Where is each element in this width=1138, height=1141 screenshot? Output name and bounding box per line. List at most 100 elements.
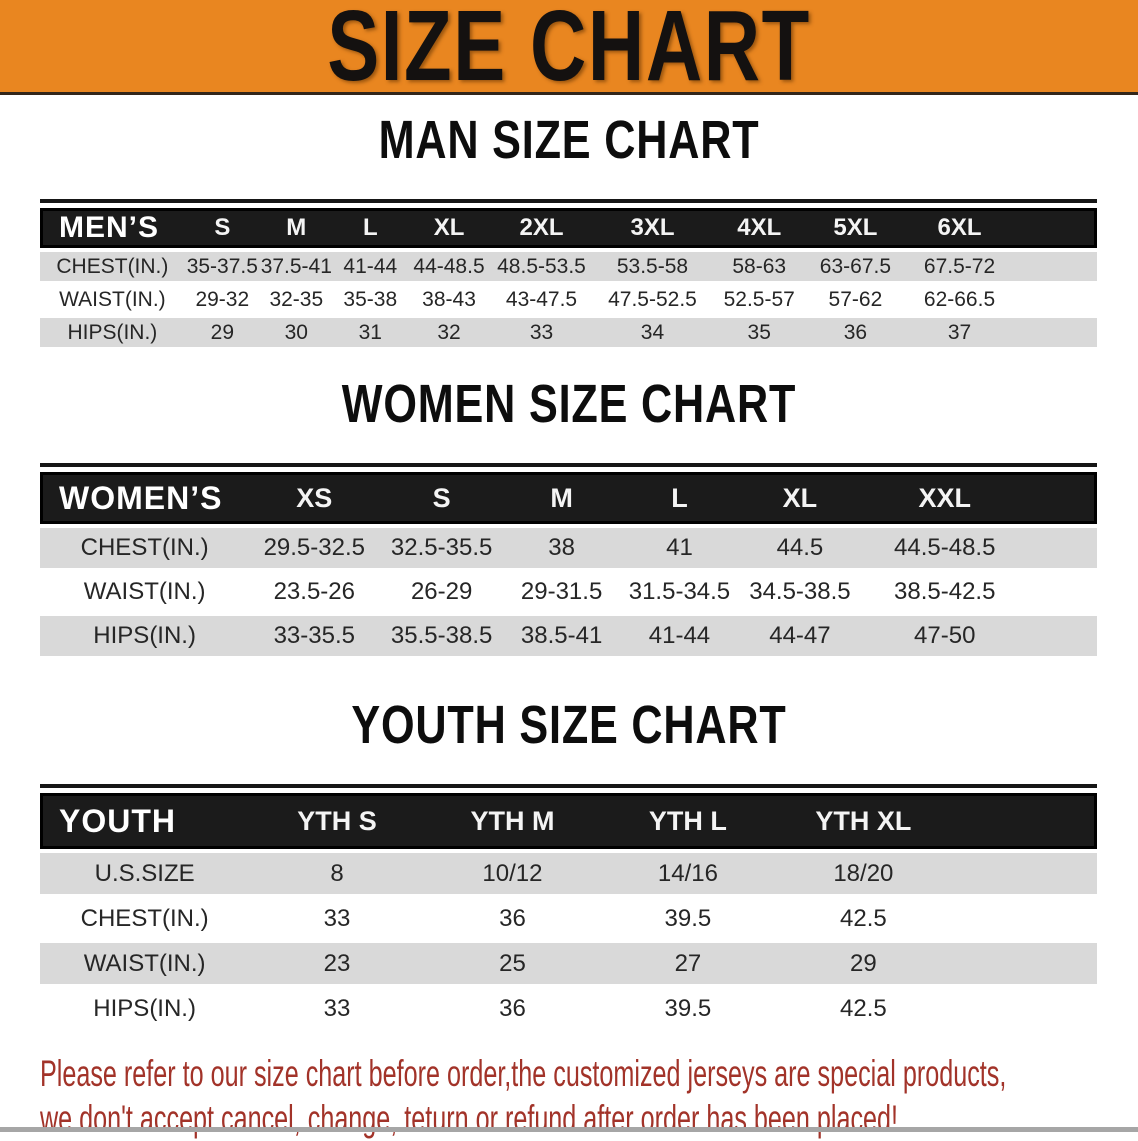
size-cell: 18/20 [775, 853, 952, 894]
size-cell: 25 [424, 943, 601, 984]
mens-corner-label: MEN’S [40, 208, 185, 248]
size-cell: 58-63 [712, 252, 807, 281]
row-label: CHEST(IN.) [40, 898, 250, 939]
size-cell: 32-35 [259, 285, 333, 314]
row-label: HIPS(IN.) [40, 988, 250, 1029]
size-cell: 36 [806, 318, 905, 347]
row-label: U.S.SIZE [40, 853, 250, 894]
womens-corner-label: WOMEN’S [40, 472, 250, 524]
size-cell: 32 [407, 318, 491, 347]
size-cell: 35-38 [332, 285, 408, 314]
youth-corner-label: YOUTH [40, 793, 250, 849]
womens-col-header-xs: XS [249, 472, 380, 524]
size-cell: 36 [424, 988, 601, 1029]
spacer-cell [1014, 252, 1097, 281]
size-cell: 39.5 [600, 898, 776, 939]
youth-ussize-row: U.S.SIZE 8 10/12 14/16 18/20 [40, 853, 1097, 894]
youth-col-header-m: YTH M [424, 793, 601, 849]
mens-size-table-section: MEN’S S M L XL 2XL 3XL 4XL 5XL 6XL CHEST… [0, 199, 1138, 351]
youth-size-table-section: YOUTH YTH S YTH M YTH L YTH XL U.S.SIZE … [0, 784, 1138, 1033]
mens-col-header-3xl: 3XL [592, 208, 713, 248]
size-cell: 67.5-72 [904, 252, 1015, 281]
size-cell: 41 [619, 528, 740, 568]
spacer-cell [1014, 285, 1097, 314]
size-cell: 33 [249, 988, 425, 1029]
row-label: HIPS(IN.) [40, 616, 250, 656]
size-cell: 31.5-34.5 [619, 572, 740, 612]
size-cell: 42.5 [775, 988, 952, 1029]
size-cell: 8 [249, 853, 425, 894]
size-cell: 32.5-35.5 [379, 528, 504, 568]
size-cell: 10/12 [424, 853, 601, 894]
size-cell: 33-35.5 [249, 616, 380, 656]
youth-col-header-l: YTH L [600, 793, 776, 849]
size-cell: 41-44 [619, 616, 740, 656]
men-heading-text: MAN SIZE CHART [378, 110, 760, 170]
mens-col-header-4xl: 4XL [712, 208, 807, 248]
youth-waist-row: WAIST(IN.) 23 25 27 29 [40, 943, 1097, 984]
mens-header-row: MEN’S S M L XL 2XL 3XL 4XL 5XL 6XL [40, 208, 1097, 248]
spacer-cell [1014, 318, 1097, 347]
youth-size-table: YOUTH YTH S YTH M YTH L YTH XL U.S.SIZE … [40, 789, 1097, 1033]
row-label: CHEST(IN.) [40, 528, 250, 568]
size-cell: 31 [332, 318, 408, 347]
womens-col-header-xl: XL [739, 472, 861, 524]
row-label: HIPS(IN.) [40, 318, 185, 347]
row-label: WAIST(IN.) [40, 572, 250, 612]
womens-col-header-m: M [504, 472, 620, 524]
table-top-rule [40, 199, 1097, 203]
size-cell: 63-67.5 [806, 252, 905, 281]
men-section-heading: MAN SIZE CHART [0, 109, 1138, 185]
disclaimer: Please refer to our size chart before or… [40, 1051, 1138, 1141]
size-cell: 44.5 [739, 528, 861, 568]
row-label: WAIST(IN.) [40, 943, 250, 984]
size-cell: 37 [904, 318, 1015, 347]
spacer-cell [1029, 528, 1097, 568]
size-cell: 44-48.5 [407, 252, 491, 281]
women-heading-text: WOMEN SIZE CHART [341, 374, 797, 434]
spacer-cell [951, 898, 1097, 939]
size-cell: 33 [490, 318, 593, 347]
youth-header-row: YOUTH YTH S YTH M YTH L YTH XL [40, 793, 1097, 849]
size-cell: 30 [259, 318, 333, 347]
size-cell: 29 [184, 318, 260, 347]
size-cell: 23 [249, 943, 425, 984]
size-cell: 44.5-48.5 [860, 528, 1030, 568]
spacer-cell [951, 793, 1097, 849]
size-cell: 36 [424, 898, 601, 939]
womens-size-table: WOMEN’S XS S M L XL XXL CHEST(IN.) 29.5-… [40, 468, 1097, 660]
mens-waist-row: WAIST(IN.) 29-32 32-35 35-38 38-43 43-47… [40, 285, 1097, 314]
womens-col-header-s: S [379, 472, 504, 524]
womens-header-row: WOMEN’S XS S M L XL XXL [40, 472, 1097, 524]
mens-col-header-6xl: 6XL [904, 208, 1015, 248]
youth-hips-row: HIPS(IN.) 33 36 39.5 42.5 [40, 988, 1097, 1029]
mens-col-header-l: L [332, 208, 408, 248]
size-cell: 38 [504, 528, 620, 568]
womens-col-header-l: L [619, 472, 740, 524]
mens-size-table: MEN’S S M L XL 2XL 3XL 4XL 5XL 6XL CHEST… [40, 204, 1097, 351]
size-cell: 38-43 [407, 285, 491, 314]
size-cell: 53.5-58 [592, 252, 713, 281]
mens-hips-row: HIPS(IN.) 29 30 31 32 33 34 35 36 37 [40, 318, 1097, 347]
spacer-cell [1029, 616, 1097, 656]
disclaimer-line-1: Please refer to our size chart before or… [40, 1053, 1007, 1094]
mens-col-header-m: M [259, 208, 333, 248]
bottom-edge-strip [0, 1127, 1138, 1132]
size-cell: 43-47.5 [490, 285, 593, 314]
size-chart-banner: SIZE CHART [0, 0, 1138, 96]
size-cell: 62-66.5 [904, 285, 1015, 314]
youth-section-heading: YOUTH SIZE CHART [0, 694, 1138, 770]
mens-col-header-5xl: 5XL [806, 208, 905, 248]
spacer-cell [951, 943, 1097, 984]
spacer-cell [1029, 572, 1097, 612]
size-cell: 42.5 [775, 898, 952, 939]
womens-hips-row: HIPS(IN.) 33-35.5 35.5-38.5 38.5-41 41-4… [40, 616, 1097, 656]
spacer-cell [951, 988, 1097, 1029]
mens-chest-row: CHEST(IN.) 35-37.5 37.5-41 41-44 44-48.5… [40, 252, 1097, 281]
size-cell: 47-50 [860, 616, 1030, 656]
size-cell: 57-62 [806, 285, 905, 314]
women-section-heading: WOMEN SIZE CHART [0, 373, 1138, 449]
spacer-cell [1014, 208, 1097, 248]
size-cell: 35-37.5 [184, 252, 260, 281]
size-cell: 35 [712, 318, 807, 347]
